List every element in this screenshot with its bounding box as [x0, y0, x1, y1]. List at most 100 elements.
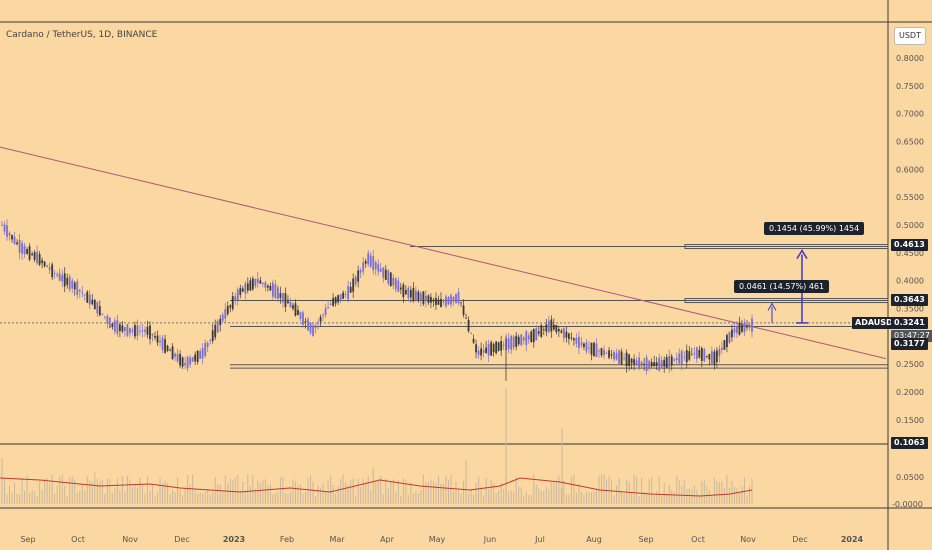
- candle-body: [103, 316, 106, 318]
- candle-body: [189, 357, 192, 365]
- candle-body: [387, 270, 390, 284]
- candle-body: [292, 305, 294, 309]
- candle-body: [748, 324, 751, 328]
- candle-body: [435, 297, 437, 305]
- x-tick-label: Apr: [380, 535, 395, 544]
- x-tick-label: Aug: [586, 535, 602, 544]
- candle-body: [219, 318, 222, 326]
- candle-body: [384, 269, 387, 280]
- x-tick-label: Oct: [71, 535, 85, 544]
- candle-body: [289, 301, 292, 308]
- candle-body: [392, 277, 395, 286]
- x-tick-label: Feb: [280, 535, 294, 544]
- candle-body: [73, 282, 76, 290]
- candle-body: [184, 362, 187, 366]
- candle-body: [583, 343, 585, 348]
- candle-body: [322, 314, 324, 316]
- candle-body: [720, 347, 723, 350]
- x-tick-label: Oct: [691, 535, 705, 544]
- candle-body: [605, 353, 608, 354]
- level-0.4613-box: [684, 244, 889, 250]
- candle-body: [695, 347, 698, 360]
- candle-body: [542, 329, 545, 331]
- y-tick-label: -0.0000: [892, 500, 923, 509]
- candle-body: [136, 325, 139, 337]
- candle-body: [181, 357, 184, 367]
- candle-body: [698, 349, 701, 358]
- candle-body: [66, 277, 69, 285]
- candle-body: [116, 320, 119, 334]
- candle-body: [251, 278, 254, 290]
- candle-body: [643, 363, 646, 365]
- candle-body: [379, 268, 382, 272]
- candle-body: [334, 297, 337, 304]
- candle-body: [194, 354, 197, 362]
- candle-body: [655, 362, 658, 366]
- candle-body: [101, 313, 104, 315]
- candle-body: [28, 246, 31, 260]
- candle-body: [638, 357, 641, 369]
- badge-support-1: 0.3177: [891, 338, 928, 350]
- candle-body: [312, 325, 314, 337]
- x-tick-label: Jun: [483, 535, 497, 544]
- candle-body: [447, 297, 450, 305]
- candle-body: [588, 347, 590, 349]
- x-tick-label: Nov: [122, 535, 138, 544]
- candle-body: [552, 324, 555, 330]
- candle-body: [600, 348, 603, 356]
- measure-arrowhead-lower: [767, 302, 777, 311]
- candle-body: [728, 331, 731, 343]
- currency-tag[interactable]: USDT: [894, 27, 926, 45]
- candle-body: [134, 325, 136, 337]
- candle-body: [307, 319, 309, 331]
- candle-body: [623, 358, 625, 360]
- candle-body: [532, 328, 535, 343]
- candle-body: [347, 285, 350, 300]
- candle-body: [615, 352, 618, 360]
- candle-body: [422, 291, 425, 304]
- x-tick-label: May: [429, 535, 446, 544]
- candle-body: [211, 330, 214, 342]
- candle-body: [512, 336, 515, 348]
- candle-body: [284, 293, 287, 307]
- candle-body: [337, 295, 340, 303]
- candle-body: [169, 350, 171, 352]
- candle-body: [520, 334, 523, 345]
- candle-body: [462, 305, 465, 315]
- x-tick-label: Nov: [740, 535, 756, 544]
- candle-body: [746, 326, 748, 328]
- candle-body: [427, 295, 430, 303]
- candle-body: [540, 325, 543, 337]
- candle-body: [13, 236, 16, 244]
- candle-body: [455, 293, 457, 303]
- candle-body: [269, 285, 272, 291]
- candle-body: [663, 359, 666, 367]
- y-tick-label: 0.3500: [896, 305, 924, 314]
- candle-body: [121, 325, 124, 332]
- candle-body: [266, 285, 269, 288]
- candle-body: [507, 338, 510, 349]
- candle-body: [216, 320, 219, 333]
- candle-body: [166, 345, 169, 351]
- candle-body: [26, 249, 28, 254]
- candle-body: [625, 352, 628, 367]
- candle-body: [161, 337, 164, 350]
- candle-body: [668, 355, 671, 368]
- candle-body: [231, 296, 234, 309]
- candle-body: [151, 333, 154, 336]
- candle-body: [713, 351, 716, 365]
- candle-body: [146, 326, 149, 335]
- candle-body: [710, 351, 713, 364]
- candle-body: [537, 331, 540, 334]
- candle-body: [703, 349, 706, 362]
- candle-body: [485, 347, 488, 354]
- candle-body: [126, 324, 129, 336]
- candle-body: [204, 342, 207, 357]
- candle-body: [452, 296, 455, 302]
- candle-body: [708, 354, 711, 360]
- candle-body: [690, 354, 693, 356]
- candle-body: [239, 288, 242, 295]
- candle-body: [402, 284, 405, 298]
